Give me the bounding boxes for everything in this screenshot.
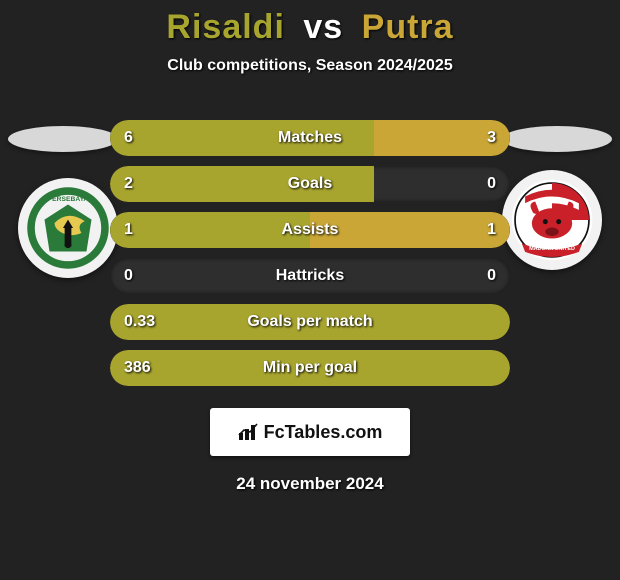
stat-row: 00Hattricks xyxy=(110,258,510,294)
brand-text: FcTables.com xyxy=(264,422,383,443)
comparison-title: Risaldi vs Putra xyxy=(0,0,620,47)
date: 24 november 2024 xyxy=(0,474,620,494)
svg-text:PERSEBAYA: PERSEBAYA xyxy=(48,196,89,203)
stat-label: Min per goal xyxy=(110,350,510,386)
svg-text:MADURA UNITED: MADURA UNITED xyxy=(529,246,575,252)
team-badge-left: PERSEBAYA xyxy=(18,178,118,278)
stat-row: 20Goals xyxy=(110,166,510,202)
persebaya-crest-icon: PERSEBAYA xyxy=(26,186,110,270)
brand: FcTables.com xyxy=(238,422,383,443)
stat-label: Assists xyxy=(110,212,510,248)
brand-box: FcTables.com xyxy=(210,408,410,456)
stat-row: 11Assists xyxy=(110,212,510,248)
badge-shadow-left xyxy=(8,126,118,152)
stat-label: Goals per match xyxy=(110,304,510,340)
stats-container: 63Matches 20Goals 11Assists 00Hattricks 0.33… xyxy=(110,120,510,396)
stat-row: 386Min per goal xyxy=(110,350,510,386)
player2-name: Putra xyxy=(362,8,454,46)
stat-row: 63Matches xyxy=(110,120,510,156)
stat-label: Hattricks xyxy=(110,258,510,294)
stat-label: Goals xyxy=(110,166,510,202)
vs-text: vs xyxy=(303,8,343,46)
badge-shadow-right xyxy=(502,126,612,152)
team-badge-right: MADURA UNITED xyxy=(502,170,602,270)
chart-icon xyxy=(238,423,260,441)
stat-row: 0.33Goals per match xyxy=(110,304,510,340)
madura-united-crest-icon: MADURA UNITED xyxy=(510,178,594,262)
stat-label: Matches xyxy=(110,120,510,156)
subtitle: Club competitions, Season 2024/2025 xyxy=(0,57,620,75)
player1-name: Risaldi xyxy=(166,8,284,46)
